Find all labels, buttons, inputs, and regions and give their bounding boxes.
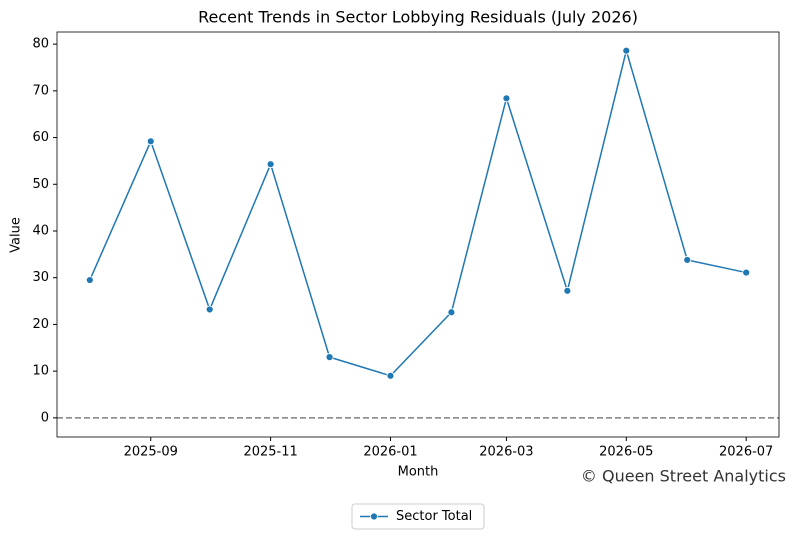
y-axis-label: Value <box>9 217 24 253</box>
y-tick-label: 80 <box>32 37 49 52</box>
x-axis-label: Month <box>398 465 439 480</box>
y-tick-label: 60 <box>32 130 49 145</box>
data-point <box>742 268 751 277</box>
data-point <box>146 137 155 146</box>
y-tick-label: 20 <box>32 317 49 332</box>
y-tick-label: 40 <box>32 223 49 238</box>
data-point <box>563 286 572 295</box>
x-tick-label: 2026-07 <box>719 445 773 460</box>
y-tick-label: 70 <box>32 83 49 98</box>
legend-box <box>351 503 485 530</box>
data-point <box>325 353 334 362</box>
x-tick-label: 2026-05 <box>599 445 653 460</box>
y-tick-label: 50 <box>32 177 49 192</box>
x-tick-label: 2026-03 <box>479 445 533 460</box>
chart-title: Recent Trends in Sector Lobbying Residua… <box>198 8 638 27</box>
data-point <box>266 160 275 169</box>
x-tick-label: 2026-01 <box>363 445 417 460</box>
data-point <box>386 371 395 380</box>
series-line <box>89 47 747 377</box>
plot-frame <box>56 31 780 438</box>
data-point <box>622 46 631 55</box>
data-point <box>447 308 456 317</box>
y-tick-label: 30 <box>32 270 49 285</box>
data-point <box>205 305 214 314</box>
x-tick-label: 2025-09 <box>124 445 178 460</box>
data-point <box>683 256 692 264</box>
data-point <box>85 276 94 284</box>
watermark: © Queen Street Analytics <box>581 467 786 486</box>
legend-marker <box>370 512 378 521</box>
y-tick-label: 10 <box>32 364 49 379</box>
y-tick-label: 0 <box>41 410 49 425</box>
x-tick-label: 2025-11 <box>243 445 297 460</box>
data-point <box>502 94 511 103</box>
legend-label: Sector Total <box>396 509 472 524</box>
